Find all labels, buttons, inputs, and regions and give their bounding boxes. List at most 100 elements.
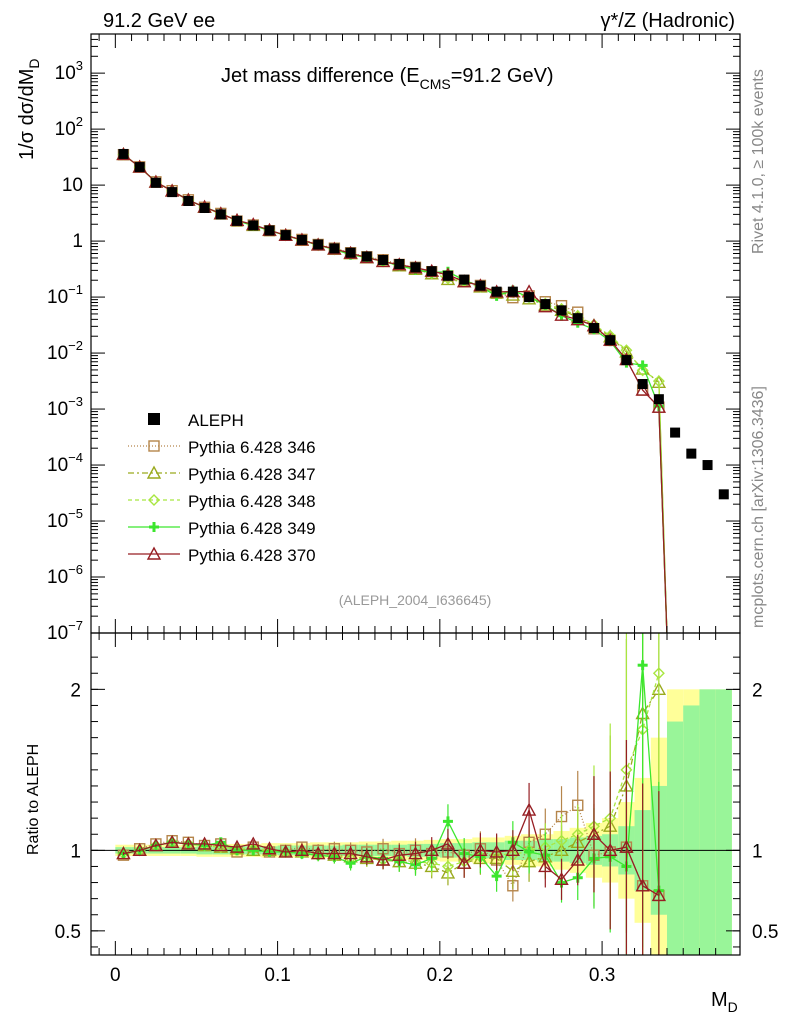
legend-label: Pythia 6.428 347 — [188, 465, 316, 484]
series-line-main — [123, 153, 660, 383]
y-tick-label: 10 — [62, 175, 83, 196]
aleph-point — [199, 203, 210, 214]
legend: ALEPH Pythia 6.428 346 Pythia 6.428 347 Pyt… — [128, 411, 316, 565]
y-tick-label: 1 — [72, 231, 83, 252]
y-tick-exp: −6 — [68, 562, 83, 577]
aleph-point — [572, 313, 583, 324]
series-line-main — [123, 153, 660, 382]
x-axis-label-sub: D — [728, 999, 738, 1015]
y-tick-exp: −5 — [68, 506, 83, 521]
ratio-frame — [90, 632, 741, 956]
series-tail-drop — [658, 407, 668, 633]
y-axis-label-main: 1/σ dσ/dM — [16, 69, 38, 160]
y-tick-base: 10 — [47, 567, 68, 588]
ratio-band-inner — [715, 689, 732, 955]
y-axis-label-sub: D — [26, 58, 42, 68]
series-line-main — [123, 153, 660, 408]
y-tick-base: 10 — [62, 175, 83, 196]
y-tick-exp: −1 — [68, 282, 83, 297]
aleph-point — [410, 262, 421, 273]
ratio-point — [505, 842, 521, 857]
ratio-point — [586, 826, 602, 840]
aleph-point — [718, 489, 729, 500]
series-ratio-3 — [117, 633, 665, 955]
y-tick-label: 10−6 — [47, 562, 83, 588]
ratio-point — [440, 836, 456, 850]
y-tick-label: 10−2 — [47, 338, 83, 364]
y-tick-label: 10−3 — [47, 394, 83, 420]
aleph-point — [345, 247, 356, 258]
main-frame — [90, 33, 741, 634]
ratio-point — [619, 839, 634, 853]
ratio-point — [473, 842, 488, 857]
aleph-point — [134, 162, 145, 173]
aleph-point — [378, 254, 389, 265]
y-tick-base: 10 — [47, 343, 68, 364]
rivet-version-label: Rivet 4.1.0, ≥ 100k events — [750, 69, 767, 254]
y-tick-exp: −4 — [68, 450, 83, 465]
header-right: γ*/Z (Hadronic) — [601, 10, 735, 32]
legend-marker — [146, 465, 162, 479]
y-tick-exp: 3 — [76, 58, 83, 73]
plot-title-sub: CMS — [420, 76, 451, 92]
ratio-point — [538, 858, 553, 873]
aleph-point — [540, 299, 551, 310]
aleph-point — [167, 187, 178, 198]
ratio-tick-label: 2 — [70, 680, 81, 701]
ratio-point — [456, 855, 472, 869]
aleph-point — [248, 220, 259, 231]
aleph-point — [491, 286, 502, 297]
ratio-point — [246, 836, 261, 850]
series-line-main — [123, 153, 660, 407]
y-tick-base: 10 — [47, 623, 68, 644]
aleph-point — [670, 427, 681, 438]
aleph-point — [313, 239, 324, 250]
y-tick-exp: −2 — [68, 338, 83, 353]
aleph-point — [183, 196, 194, 207]
y-tick-base: 10 — [55, 119, 76, 140]
legend-marker — [148, 494, 160, 506]
y-tick-base: 10 — [47, 455, 68, 476]
ratio-point — [164, 834, 180, 848]
ratio-bands — [115, 689, 732, 955]
y-tick-exp: −3 — [68, 394, 83, 409]
aleph-point — [329, 243, 340, 254]
ratio-axis-label: Ratio to ALEPH — [25, 744, 42, 855]
y-tick-label: 10−1 — [47, 282, 83, 308]
ratio-tick-label: 1 — [70, 841, 81, 862]
data-points — [118, 148, 729, 500]
y-tick-base: 10 — [47, 287, 68, 308]
y-tick-base: 10 — [47, 399, 68, 420]
legend-label-aleph: ALEPH — [188, 411, 244, 430]
ratio-point — [521, 802, 537, 816]
series-line-ratio — [123, 808, 660, 896]
y-tick-base: 10 — [55, 63, 76, 84]
legend-label: Pythia 6.428 348 — [188, 492, 316, 511]
ratio-point — [505, 863, 521, 877]
legend-marker — [149, 522, 159, 532]
legend-label: Pythia 6.428 346 — [188, 438, 316, 457]
legend-label: Pythia 6.428 349 — [188, 519, 316, 538]
x-tick-label: 0.2 — [427, 965, 453, 986]
aleph-point — [475, 280, 486, 291]
y-tick-base: 10 — [47, 511, 68, 532]
series-line-ratio — [123, 688, 660, 874]
series-line-ratio — [123, 665, 660, 891]
aleph-point — [215, 209, 226, 220]
x-axis-label: MD — [711, 989, 738, 1015]
plot-title: Jet mass difference (ECMS=91.2 GeV) — [221, 65, 554, 92]
ratio-point — [652, 667, 665, 680]
ratio-band-inner — [683, 705, 700, 955]
legend-marker-aleph — [148, 413, 160, 425]
y-tick-label: 10−5 — [47, 506, 83, 532]
y-tick-label: 103 — [55, 58, 83, 84]
aleph-point — [264, 225, 275, 236]
ratio-point — [651, 887, 667, 902]
legend-marker — [148, 440, 160, 452]
y-tick-exp: 2 — [76, 114, 83, 129]
ratio-plot — [91, 633, 740, 955]
aleph-point — [232, 215, 243, 226]
aleph-point — [524, 292, 535, 303]
aleph-point — [296, 234, 307, 245]
